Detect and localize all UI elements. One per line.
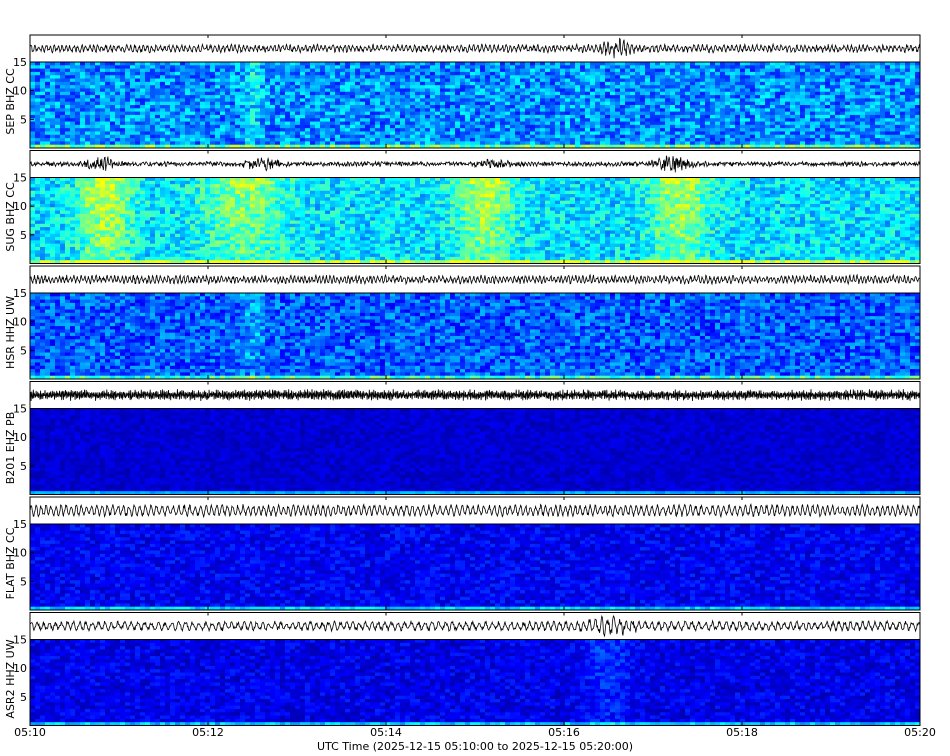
x-tick-label: 05:20: [904, 726, 936, 739]
channel-label: ASR2 HHZ UW: [4, 639, 17, 718]
spectrogram: [30, 409, 920, 495]
y-tick-label: 5: [20, 460, 27, 473]
spectrogram: [30, 524, 920, 610]
x-tick-label: 05:16: [548, 726, 580, 739]
spectrogram: [30, 640, 920, 726]
x-tick-label: 05:14: [370, 726, 402, 739]
y-tick-label: 15: [13, 56, 27, 69]
spectrogram: [30, 178, 920, 264]
x-tick-label: 05:10: [14, 726, 46, 739]
y-tick-label: 5: [20, 113, 27, 126]
x-axis-label: UTC Time (2025-12-15 05:10:00 to 2025-12…: [317, 740, 633, 753]
y-tick-label: 5: [20, 691, 27, 704]
spectrogram: [30, 293, 920, 379]
x-tick-label: 05:12: [192, 726, 224, 739]
channel-label: SEP BHZ CC: [4, 68, 17, 135]
channel-label: B201 EHZ PB: [4, 412, 17, 484]
y-tick-label: 5: [20, 344, 27, 357]
spectrogram: [30, 62, 920, 148]
channel-label: SUG BHZ CC: [4, 182, 17, 252]
channel-label: FLAT BHZ CC: [4, 527, 17, 599]
channel-label: HSR HHZ UW: [4, 296, 17, 369]
x-axis: 05:10 05:12 05:14 05:16 05:18 05:20: [14, 726, 936, 739]
x-tick-label: 05:18: [726, 726, 758, 739]
y-tick-label: 5: [20, 229, 27, 242]
y-tick-label: 5: [20, 575, 27, 588]
